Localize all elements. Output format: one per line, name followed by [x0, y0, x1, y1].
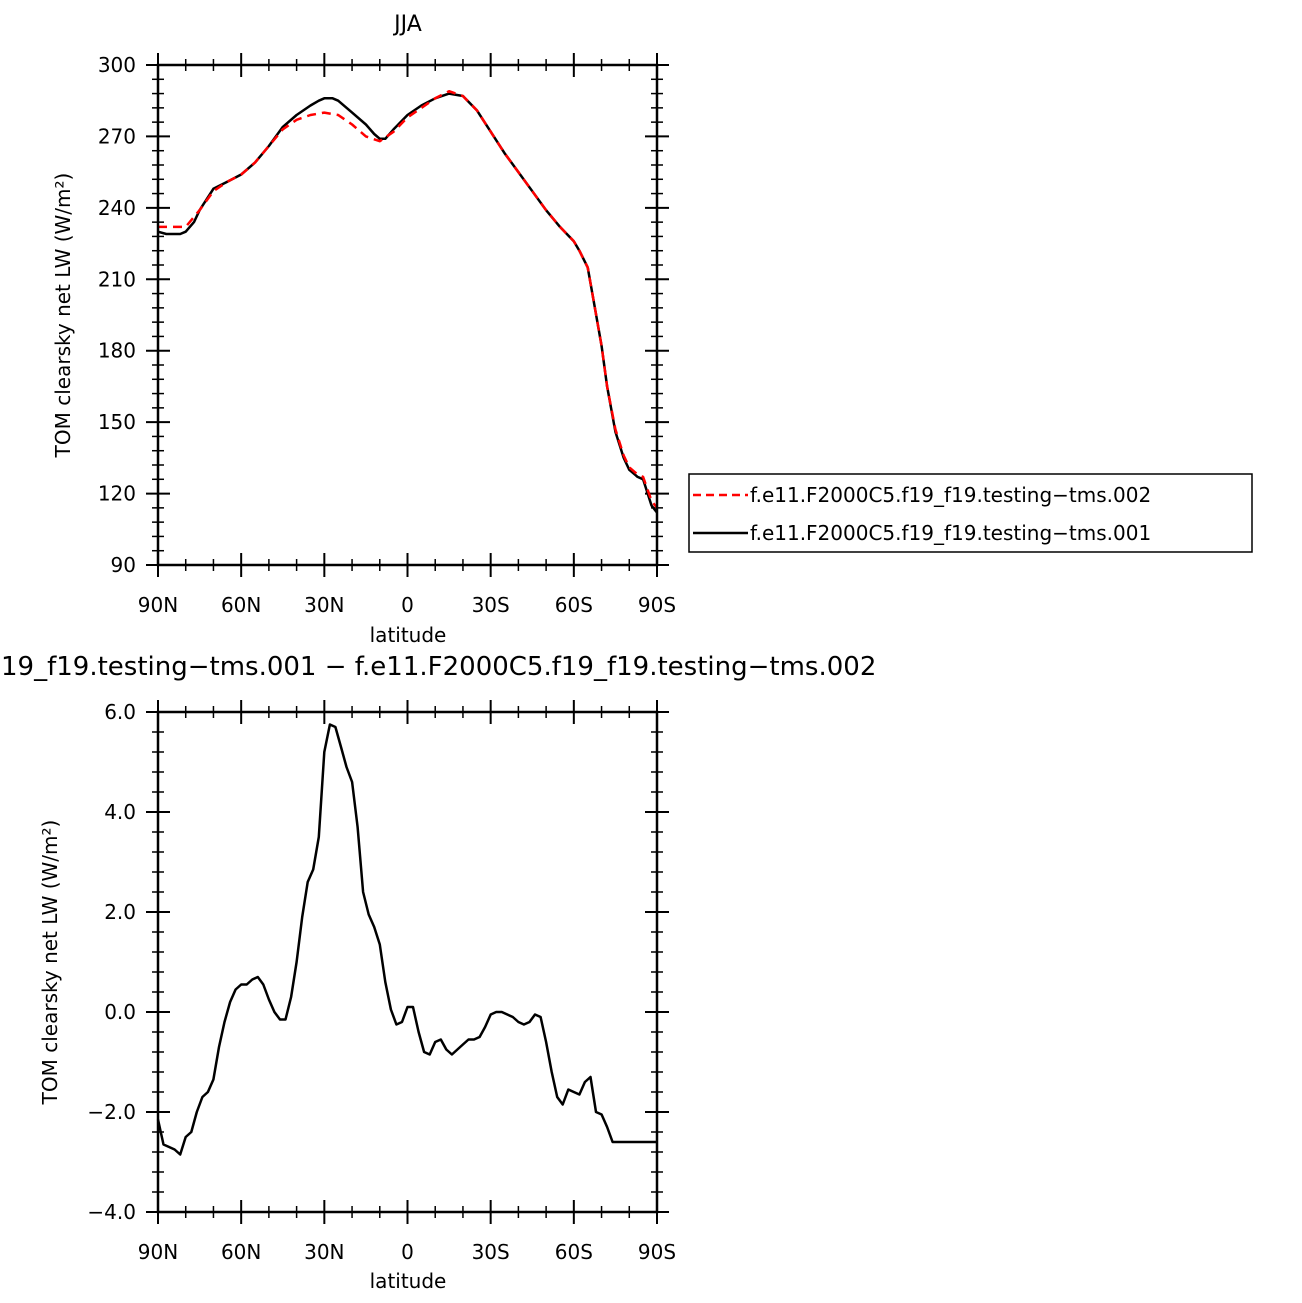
legend-box	[688, 473, 1253, 553]
y-tick-label: 90	[111, 553, 136, 577]
series-lines	[157, 89, 658, 514]
chart-title: JJA	[392, 12, 422, 37]
x-axis-label: latitude	[370, 623, 447, 647]
x-tick-label: 60S	[555, 1240, 593, 1264]
legend-label-series-1: f.e11.F2000C5.f19_f19.testing−tms.002	[750, 483, 1151, 507]
x-tick-label: 0	[401, 593, 414, 617]
x-tick-label: 90N	[138, 593, 178, 617]
top-chart: JJA TOM clearsky net LW (W/m²) latitude …	[51, 12, 676, 647]
y-axis-label: TOM clearsky net LW (W/m²)	[38, 820, 62, 1106]
x-tick-label: 90N	[138, 1240, 178, 1264]
bottom-chart: 19_f19.testing−tms.001 − f.e11.F2000C5.f…	[1, 652, 876, 1293]
tick-labels: 90 120 150 180 210 240 270 300 90N 60N 30N 0 30S 60S 9…	[98, 53, 676, 617]
series-line-1	[158, 89, 658, 509]
legend: f.e11.F2000C5.f19_f19.testing−tms.002 f.…	[688, 473, 1253, 553]
y-tick-label: 2.0	[104, 900, 136, 924]
y-tick-label: 270	[98, 124, 136, 148]
y-tick-label: 180	[98, 339, 136, 363]
tick-labels: −4.0 −2.0 0.0 2.0 4.0 6.0 90N 60N 30N 0 30S 60S 90S	[87, 700, 676, 1264]
x-tick-label: 30S	[472, 593, 510, 617]
x-axis-label: latitude	[370, 1269, 447, 1293]
legend-label-series-2: f.e11.F2000C5.f19_f19.testing−tms.001	[750, 521, 1151, 545]
x-tick-label: 60N	[221, 1240, 261, 1264]
plot-frame	[156, 63, 659, 567]
x-tick-label: 30N	[304, 593, 344, 617]
x-tick-label: 0	[401, 1240, 414, 1264]
y-tick-label: 0.0	[104, 1000, 136, 1024]
x-tick-label: 60N	[221, 593, 261, 617]
series-line-1	[156, 723, 657, 1156]
y-tick-label: 240	[98, 196, 136, 220]
x-tick-label: 90S	[638, 593, 676, 617]
y-tick-label: 150	[98, 410, 136, 434]
x-tick-label: 30S	[472, 1240, 510, 1264]
y-tick-label: 300	[98, 53, 136, 77]
chart-title: 19_f19.testing−tms.001 − f.e11.F2000C5.f…	[1, 652, 876, 682]
y-tick-label: 210	[98, 267, 136, 291]
y-tick-label: −4.0	[87, 1200, 136, 1224]
x-tick-label: 60S	[555, 593, 593, 617]
series-lines	[156, 723, 657, 1156]
y-tick-label: 4.0	[104, 800, 136, 824]
y-tick-label: 6.0	[104, 700, 136, 724]
y-tick-label: 120	[98, 482, 136, 506]
x-tick-label: 90S	[638, 1240, 676, 1264]
y-tick-label: −2.0	[87, 1100, 136, 1124]
plot-frame	[156, 710, 659, 1214]
x-tick-label: 30N	[304, 1240, 344, 1264]
y-axis-label: TOM clearsky net LW (W/m²)	[51, 173, 75, 459]
